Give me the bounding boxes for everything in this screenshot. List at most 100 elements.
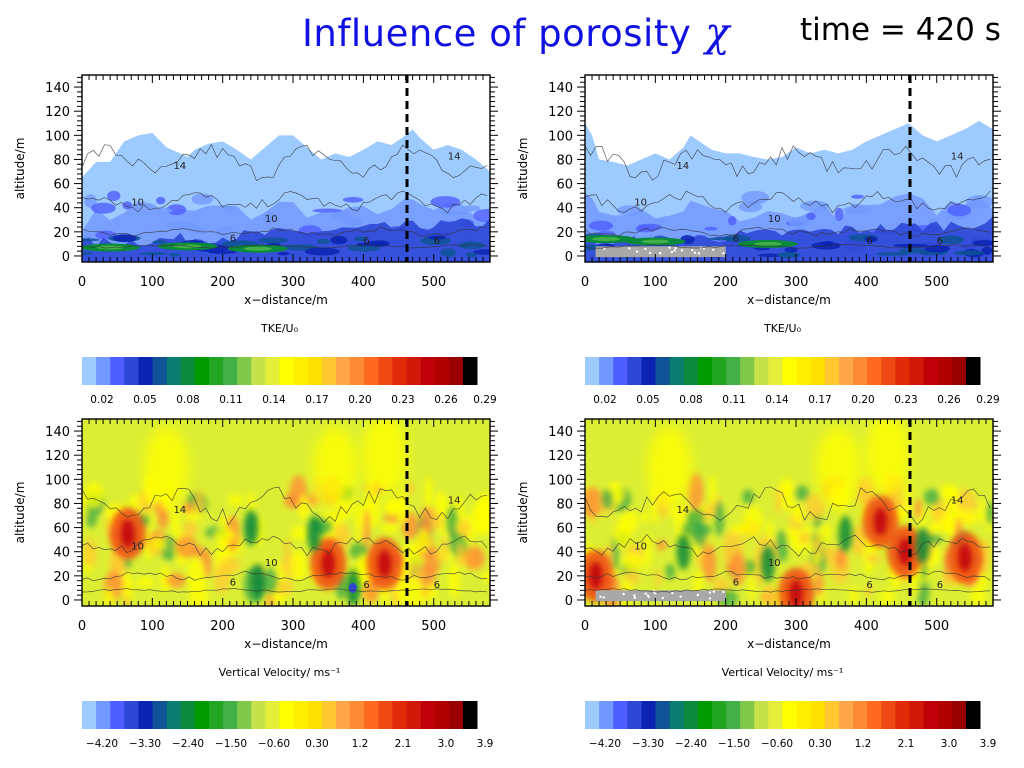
colorbar-swatch [937, 357, 953, 385]
colorbar-swatch [96, 701, 111, 729]
tke-patch [152, 240, 167, 244]
velocity-patch [823, 546, 837, 563]
velocity-patch [458, 519, 471, 538]
colorbar-swatch [223, 357, 238, 385]
colorbar-title: Vertical Velocity/ ms⁻¹ [219, 666, 341, 679]
colorbar-swatch [307, 701, 323, 729]
colorbar-swatch [293, 357, 309, 385]
colorbar-tick-label: −4.20 [86, 738, 118, 750]
obstacle-pore [722, 252, 725, 255]
colorbar-tick-label: 0.29 [473, 394, 496, 406]
colorbar-tick-label: 3.0 [438, 738, 455, 750]
colorbar-swatch [711, 701, 727, 729]
colorbar-tick-label: 0.26 [937, 394, 961, 406]
contour-line-6 [82, 570, 488, 582]
colorbar-tick-label: 2.1 [395, 738, 412, 750]
colorbar-tick-label: −4.20 [589, 738, 621, 750]
colorbar-tick-label: −3.30 [129, 738, 161, 750]
colorbar-swatch [194, 701, 210, 729]
velocity-patch [978, 498, 986, 523]
y-tick-label: 0 [62, 250, 70, 265]
velocity-patch [290, 525, 311, 540]
tke-patch [330, 236, 348, 245]
tke-patch [876, 251, 910, 256]
tke-patch [316, 238, 331, 244]
velocity-patch [463, 546, 486, 570]
velocity-patch [175, 535, 198, 559]
y-tick-label: 20 [556, 226, 573, 241]
velocity-patch [385, 498, 396, 517]
contour-label: 10 [768, 558, 781, 569]
colorbar-tick-label: −3.30 [632, 738, 664, 750]
downdraft [250, 563, 265, 600]
x-tick-label: 300 [281, 275, 306, 290]
velocity-patch [978, 571, 989, 589]
colorbar-swatch [613, 701, 628, 729]
velocity-patch [702, 544, 717, 582]
colorbar-swatch [782, 357, 798, 385]
field-tke-left: 14 14 10 10 6 6 6 [82, 75, 490, 262]
field-tke-right: 14 14 10 10 6 6 6 [585, 75, 993, 262]
obstacle-pore [602, 596, 605, 599]
y-tick-label: 120 [548, 449, 573, 464]
velocity-patch [171, 503, 180, 539]
colorbar-swatch [711, 357, 727, 385]
colorbar-swatch [378, 701, 393, 729]
contour-label: 6 [733, 233, 739, 244]
contour-label: 10 [634, 197, 647, 208]
velocity-patch [424, 476, 433, 510]
contour-label: 6 [230, 233, 236, 244]
velocity-patch [456, 543, 465, 567]
x-tick-label: 400 [351, 619, 376, 634]
y-tick-label: 60 [556, 522, 573, 537]
velocity-patch [794, 485, 810, 502]
velocity-patch [448, 562, 461, 598]
tke-patch [262, 211, 275, 225]
y-tick-label: 120 [45, 105, 70, 120]
x-tick-label: 0 [78, 275, 86, 290]
colorbar-swatch [627, 701, 642, 729]
colorbar-swatch [265, 701, 280, 729]
velocity-patch [766, 519, 773, 542]
contour-line-10 [82, 535, 488, 557]
tke-patch [427, 235, 446, 240]
contour-line-14 [585, 145, 991, 181]
x-axis-label: x−distance/m [244, 293, 328, 307]
x-axis-label: x−distance/m [747, 637, 831, 651]
obstacle-pore [628, 247, 631, 250]
velocity-patch [227, 494, 244, 507]
colorbar-swatch [265, 357, 280, 385]
obstacle-pore [708, 597, 712, 600]
colorbar-tick-label: 1.2 [352, 738, 369, 750]
colorbar-swatch [853, 701, 868, 729]
updraft-core [873, 507, 888, 536]
x-tick-label: 300 [784, 619, 809, 634]
colorbar-tick-label: −0.60 [761, 738, 793, 750]
colorbar-tick-label: 0.17 [305, 394, 328, 406]
velocity-patch [784, 525, 803, 548]
velocity-patch [354, 502, 365, 535]
downdraft [838, 515, 853, 552]
colorbar-swatch [669, 357, 685, 385]
tke-patch [216, 226, 234, 238]
colorbar-swatch [810, 357, 826, 385]
downdraft [676, 533, 691, 570]
y-tick-label: 100 [548, 473, 573, 488]
velocity-patch [601, 488, 614, 510]
tke-patch [82, 234, 92, 239]
contour-label: 6 [434, 236, 440, 247]
colorbar-swatch [251, 357, 266, 385]
velocity-patch [656, 539, 667, 551]
contour-label: 14 [951, 495, 964, 506]
y-tick-label: 0 [565, 594, 573, 609]
contour-line-14 [82, 143, 488, 182]
obstacle-pore [635, 250, 639, 253]
colorbar-swatch [754, 701, 769, 729]
velocity-patch [742, 489, 754, 505]
velocity-patch [714, 500, 725, 538]
colorbar-swatch [937, 701, 953, 729]
velocity-patch [445, 505, 459, 539]
obstacle-pore [693, 251, 697, 254]
contour-line-14 [82, 486, 488, 526]
colorbar-swatch [951, 357, 967, 385]
